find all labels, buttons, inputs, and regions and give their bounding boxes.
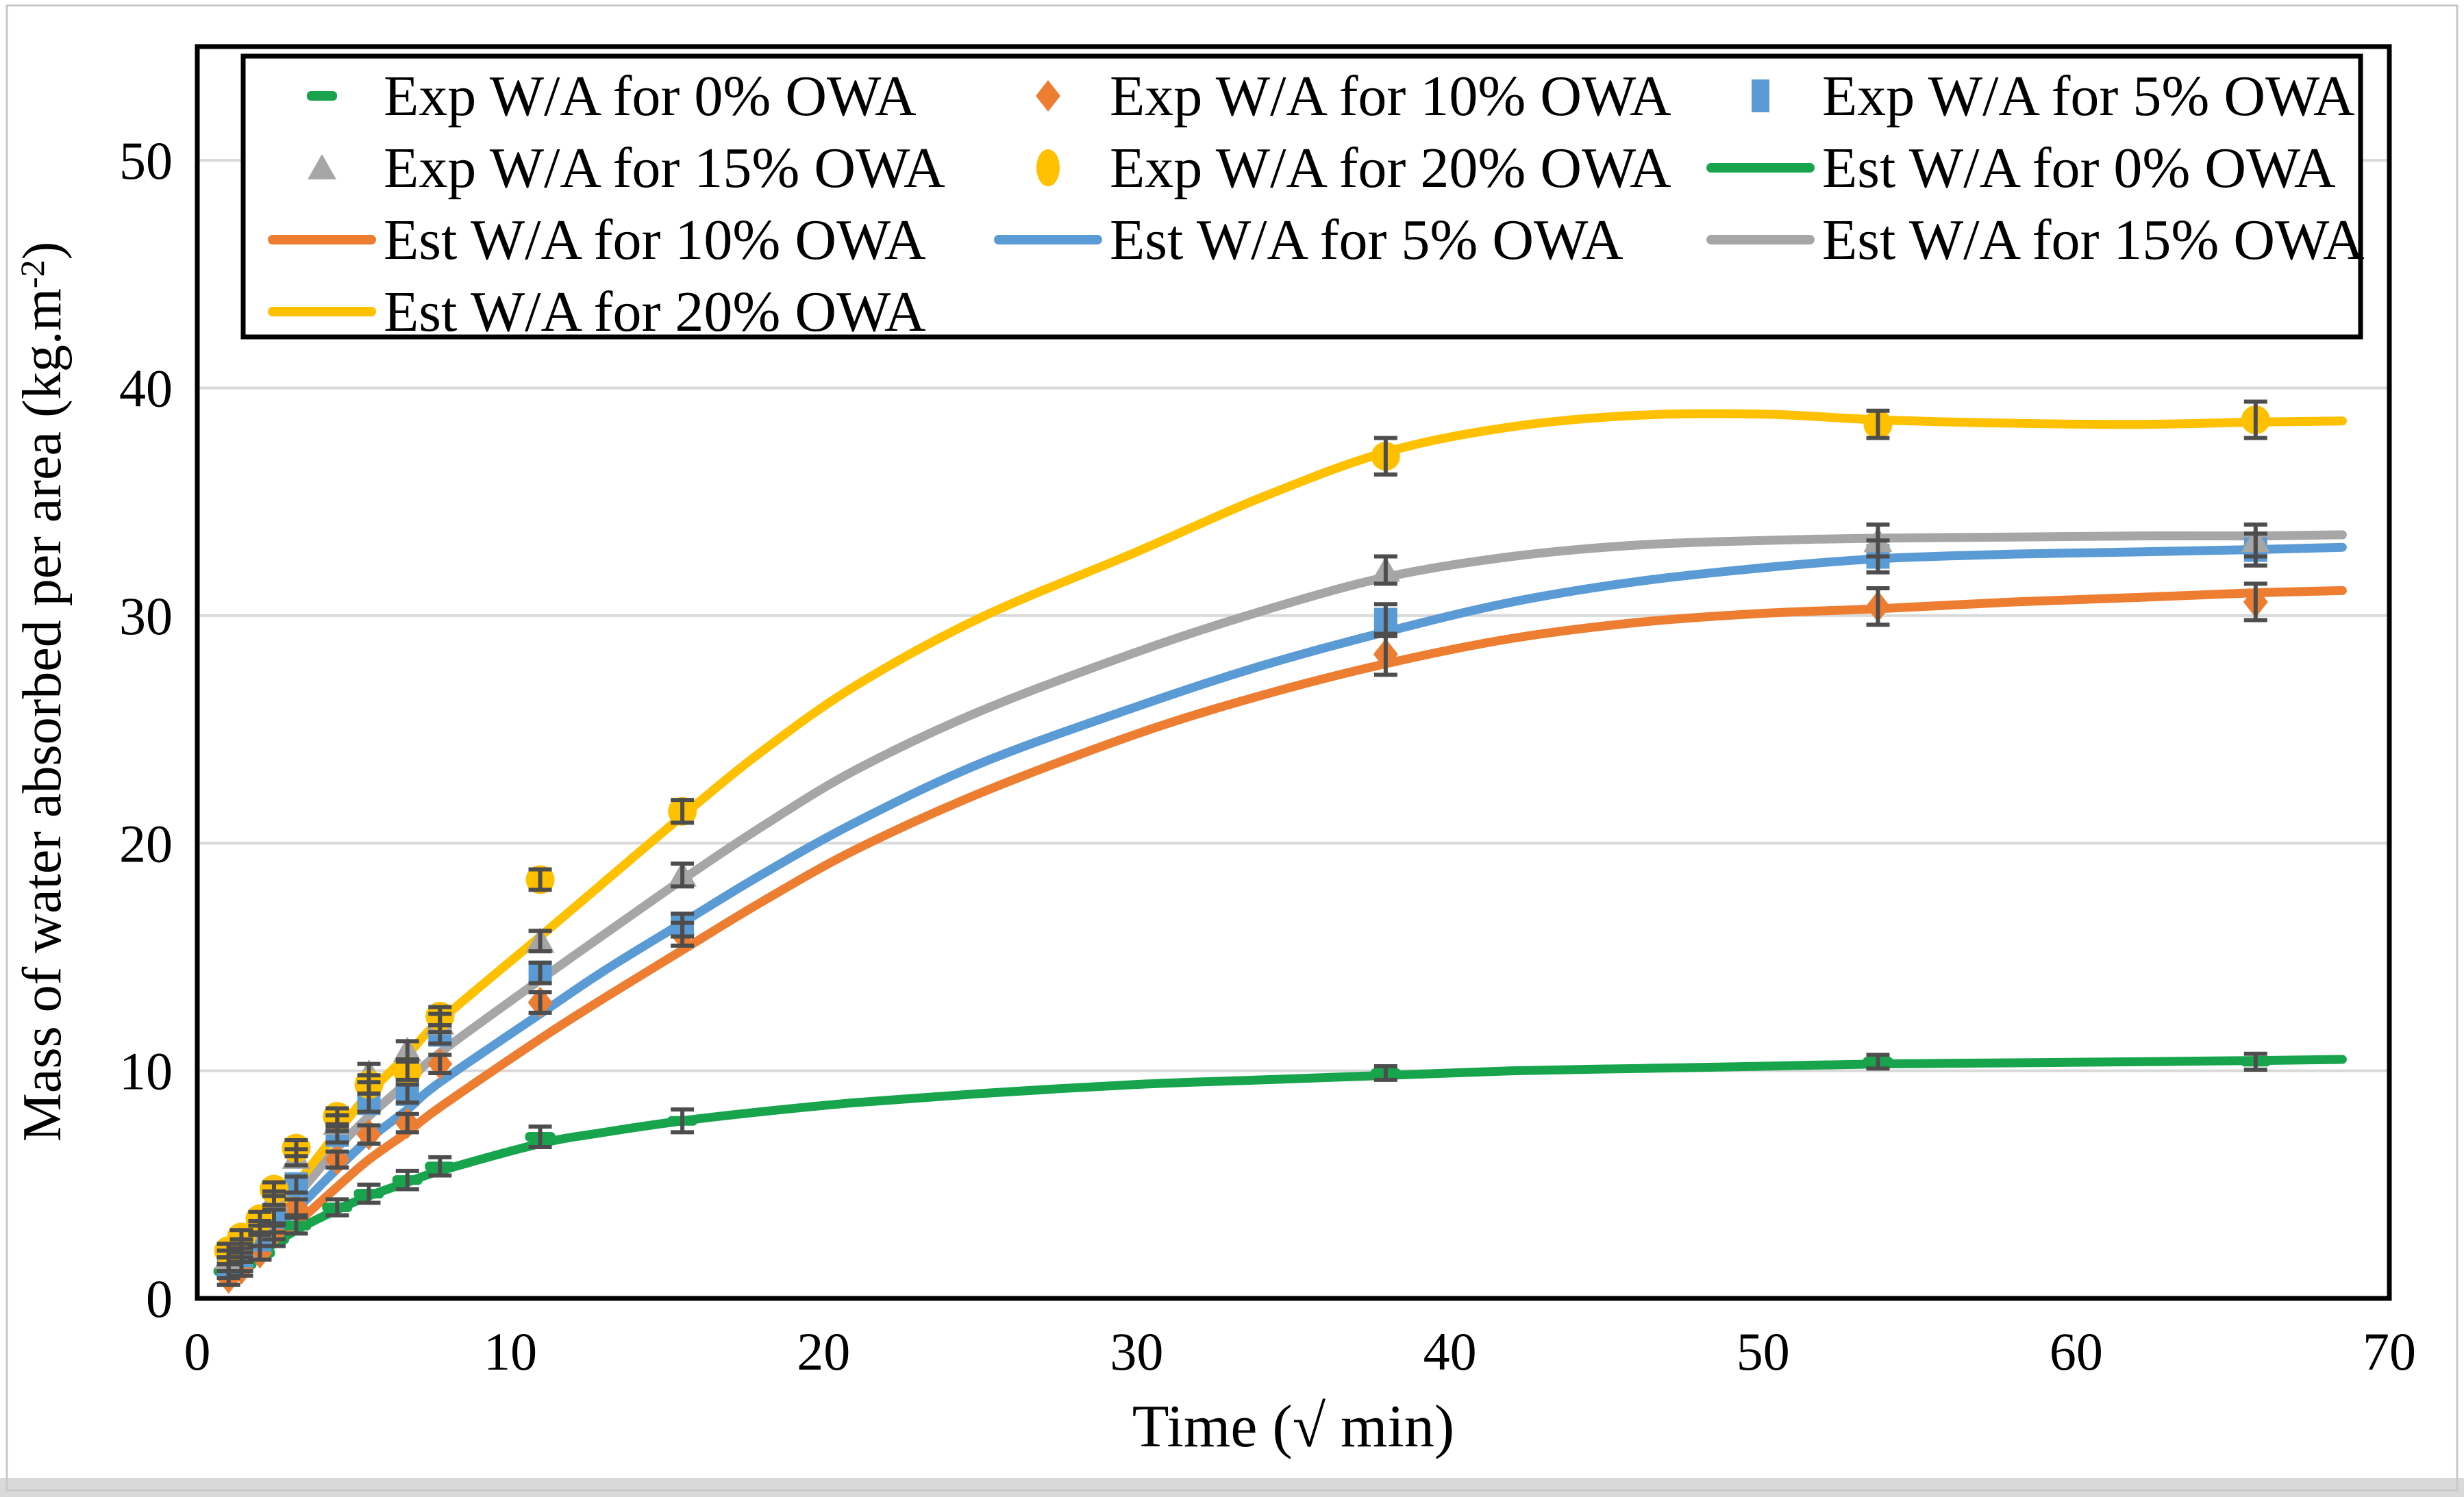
page-bottom-strip (0, 1478, 2464, 1497)
legend-item-7: Est W/A for 10% OWA (268, 208, 926, 272)
legend-label: Est W/A for 20% OWA (384, 280, 926, 344)
x-tick-label: 60 (2050, 1322, 2103, 1381)
y-axis-title: Mass of water absorbed per area (kg.m-2) (12, 242, 73, 1142)
x-tick-label: 10 (484, 1322, 537, 1381)
legend-item-8: Est W/A for 5% OWA (994, 208, 1623, 272)
legend-label: Est W/A for 10% OWA (384, 208, 926, 272)
y-tick-label: 20 (119, 814, 173, 873)
y-tick-label: 0 (146, 1269, 173, 1329)
legend-vrect-swatch (1752, 79, 1769, 112)
legend-label: Exp W/A for 15% OWA (384, 136, 945, 200)
legend-ellipse-swatch (1036, 149, 1060, 186)
figure-border (5, 4, 2459, 1492)
y-tick-label: 50 (119, 131, 173, 190)
x-axis-title: Time (√ min) (1132, 1394, 1454, 1460)
legend-label: Exp W/A for 20% OWA (1110, 136, 1671, 200)
x-tick-label: 50 (1737, 1322, 1790, 1381)
legend-item-2: Exp W/A for 10% OWA (1036, 64, 1671, 128)
x-tick-label: 0 (184, 1322, 211, 1381)
y-tick-label: 30 (119, 586, 173, 646)
legend-label: Est W/A for 15% OWA (1822, 208, 2365, 272)
legend-item-4: Exp W/A for 15% OWA (308, 136, 945, 200)
legend-triangle-swatch (308, 154, 336, 179)
legend-item-10: Est W/A for 20% OWA (268, 280, 926, 344)
error-bars-yellow (216, 399, 2267, 1260)
x-tick-label: 40 (1423, 1322, 1477, 1381)
y-tick-label: 10 (119, 1042, 173, 1101)
legend-label: Exp W/A for 10% OWA (1110, 64, 1671, 128)
y-tick-label: 40 (119, 359, 173, 418)
legend-item-6: Est W/A for 0% OWA (1706, 136, 2336, 200)
x-tick-label: 20 (797, 1322, 850, 1381)
y-axis-title-main: Mass of water absorbed per area (kg.m (12, 288, 73, 1142)
legend-item-9: Est W/A for 15% OWA (1706, 208, 2365, 272)
legend-diamond-swatch (1036, 80, 1060, 112)
legend-label: Exp W/A for 0% OWA (384, 64, 917, 128)
legend-label: Exp W/A for 5% OWA (1822, 64, 2355, 128)
legend-dash-swatch (307, 91, 337, 101)
axes: 0 10 20 30 40 50 60 70 0 10 20 30 40 50 (119, 131, 2416, 1381)
x-tick-label: 70 (2363, 1322, 2416, 1381)
legend-item-1: Exp W/A for 0% OWA (307, 64, 917, 128)
y-axis-title-end: ) (12, 242, 73, 260)
legend-label: Est W/A for 0% OWA (1822, 136, 2336, 200)
legend-label: Est W/A for 5% OWA (1110, 208, 1623, 272)
legend-item-5: Exp W/A for 20% OWA (1036, 136, 1671, 200)
plot-area (195, 44, 2392, 1301)
legend-item-3: Exp W/A for 5% OWA (1752, 64, 2355, 128)
legend-box (240, 53, 2363, 340)
plot-border (195, 44, 2392, 1301)
y-axis-title-sup: -2 (13, 260, 51, 288)
legend: Exp W/A for 0% OWA Exp W/A for 10% OWA Exp… (240, 53, 2365, 344)
x-tick-label: 30 (1110, 1322, 1163, 1381)
